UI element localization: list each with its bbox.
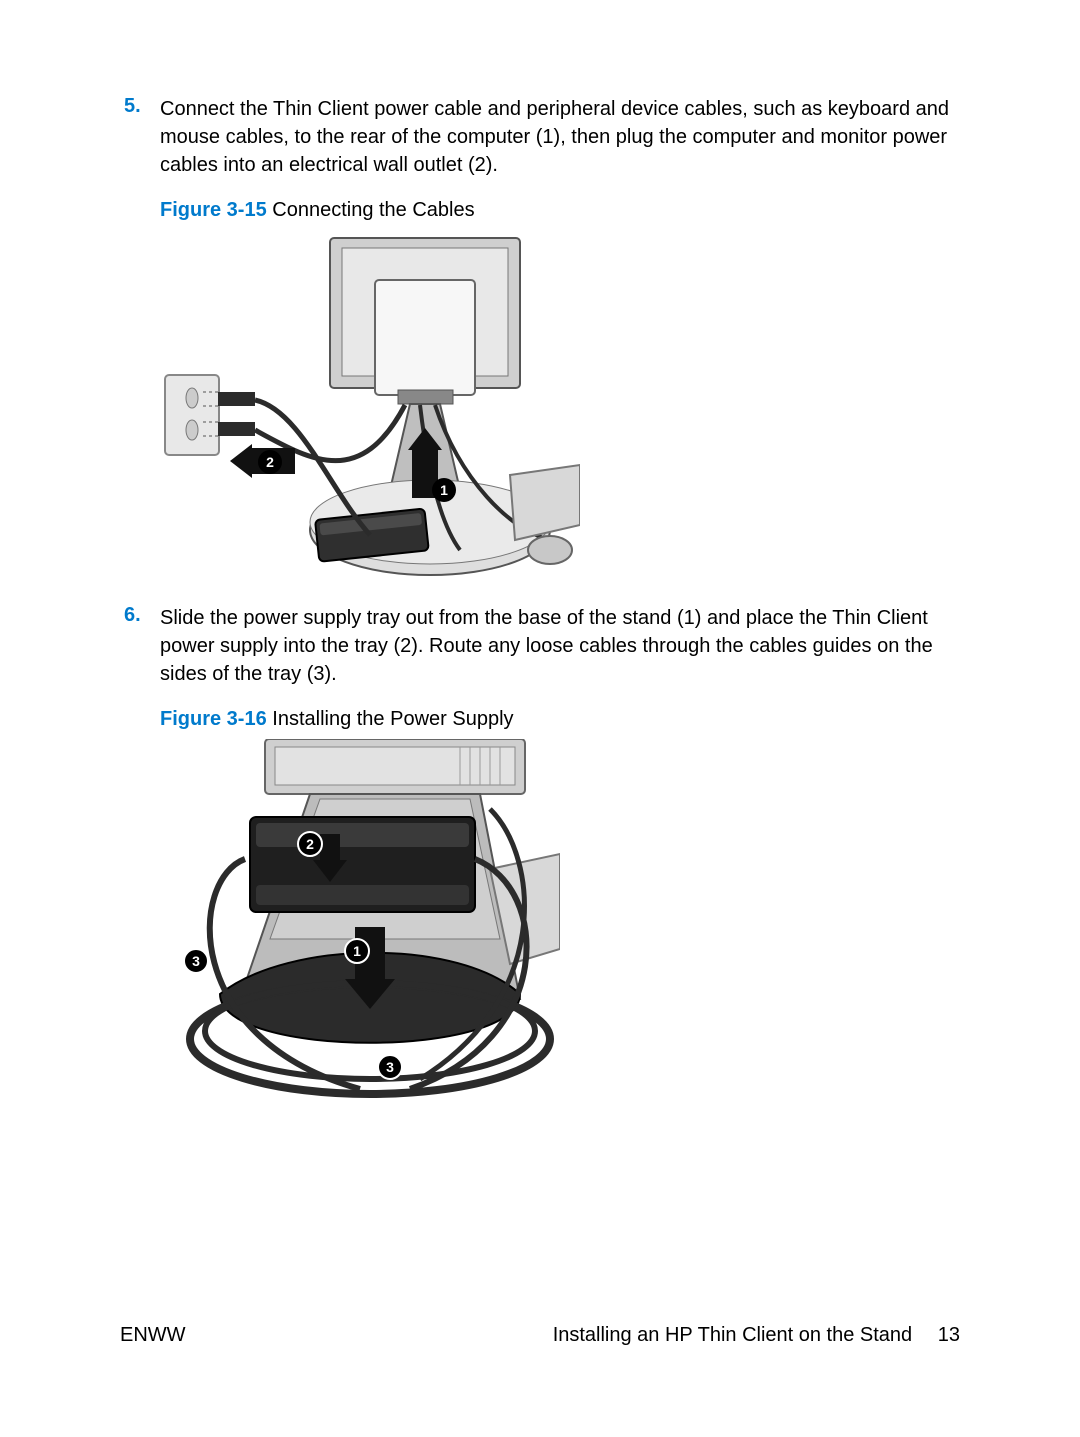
svg-text:3: 3 (386, 1059, 394, 1075)
svg-text:1: 1 (353, 943, 361, 959)
figure-15-image: 2 1 (160, 230, 580, 580)
page-footer: ENWW Installing an HP Thin Client on the… (120, 1324, 960, 1347)
figure-caption-text: Installing the Power Supply (267, 708, 514, 730)
svg-text:1: 1 (440, 482, 448, 498)
figure-16-caption: Figure 3-16 Installing the Power Supply (160, 708, 960, 731)
page-number: 13 (938, 1324, 960, 1346)
step-number: 6. (120, 604, 160, 688)
figure-caption-text: Connecting the Cables (267, 199, 475, 221)
footer-right: Installing an HP Thin Client on the Stan… (553, 1324, 960, 1347)
footer-section-title: Installing an HP Thin Client on the Stan… (553, 1324, 913, 1346)
svg-text:3: 3 (192, 953, 200, 969)
step-number: 5. (120, 95, 160, 179)
step-6: 6. Slide the power supply tray out from … (120, 604, 960, 688)
figure-16-image: 2 1 3 3 (160, 739, 560, 1099)
figure-15-caption: Figure 3-15 Connecting the Cables (160, 199, 960, 222)
figure-label: Figure 3-15 (160, 199, 267, 221)
svg-text:2: 2 (306, 836, 314, 852)
svg-text:2: 2 (266, 454, 274, 470)
figure-label: Figure 3-16 (160, 708, 267, 730)
footer-left: ENWW (120, 1324, 186, 1347)
step-text: Connect the Thin Client power cable and … (160, 95, 960, 179)
page: 5. Connect the Thin Client power cable a… (0, 0, 1080, 1437)
step-5: 5. Connect the Thin Client power cable a… (120, 95, 960, 179)
step-text: Slide the power supply tray out from the… (160, 604, 960, 688)
